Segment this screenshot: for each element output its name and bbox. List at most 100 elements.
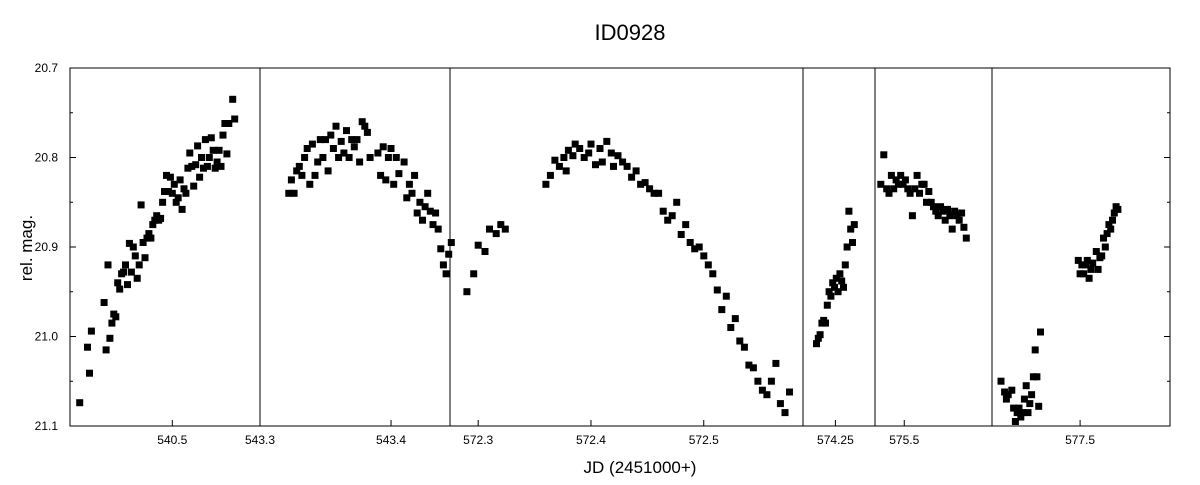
- data-point: [293, 167, 301, 175]
- data-point: [182, 189, 190, 197]
- data-point: [847, 225, 855, 233]
- data-point: [116, 285, 124, 293]
- data-point: [816, 331, 824, 339]
- data-point: [887, 171, 895, 179]
- data-point: [161, 188, 168, 195]
- x-tick-label: 572.4: [576, 433, 606, 447]
- data-point: [619, 158, 627, 166]
- data-point: [492, 230, 500, 238]
- data-point: [353, 136, 361, 144]
- data-point: [1024, 409, 1032, 417]
- data-point: [955, 216, 963, 224]
- data-point: [1037, 328, 1044, 336]
- data-point: [231, 115, 239, 123]
- panel-points: [285, 118, 455, 278]
- data-point: [205, 154, 213, 161]
- data-point: [668, 212, 676, 220]
- data-point: [416, 198, 424, 206]
- data-point: [337, 137, 345, 145]
- data-point: [845, 207, 853, 215]
- data-point: [843, 243, 851, 251]
- data-point: [776, 400, 784, 408]
- data-point: [564, 146, 572, 154]
- data-point: [682, 221, 690, 229]
- data-point: [664, 216, 672, 224]
- data-point: [704, 261, 712, 269]
- data-point: [754, 377, 762, 385]
- data-point: [437, 245, 445, 253]
- data-point: [1033, 373, 1041, 381]
- data-point: [213, 158, 221, 166]
- data-point: [170, 180, 178, 188]
- data-point: [1022, 382, 1030, 390]
- data-point: [832, 274, 840, 282]
- panel-3: 572.3 572.4 572.5: [449, 67, 804, 447]
- data-point: [405, 180, 413, 188]
- data-point: [345, 154, 353, 161]
- data-point: [749, 364, 757, 372]
- panel-frame: [991, 67, 1171, 427]
- x-tick-label: 572.3: [463, 433, 493, 447]
- data-point: [585, 149, 593, 157]
- data-point: [290, 189, 298, 197]
- data-point: [904, 185, 912, 193]
- data-point: [215, 146, 223, 154]
- data-point: [104, 261, 112, 269]
- data-point: [925, 188, 933, 195]
- data-point: [1105, 221, 1113, 229]
- data-point: [932, 207, 940, 215]
- x-tick-label: 575.5: [889, 433, 919, 447]
- data-point: [329, 145, 337, 152]
- data-point: [542, 180, 550, 188]
- data-point: [1098, 252, 1106, 260]
- data-point: [772, 359, 780, 367]
- x-tick-label: 543.3: [245, 433, 275, 447]
- data-point: [314, 158, 322, 166]
- data-point: [569, 152, 577, 160]
- panel-points: [813, 207, 858, 348]
- panel-points: [76, 95, 239, 407]
- data-point: [655, 189, 663, 197]
- data-point: [814, 334, 822, 342]
- data-point: [908, 212, 916, 220]
- x-tick-label: 574.25: [817, 433, 854, 447]
- data-point: [186, 149, 194, 157]
- y-axis-title: rel. mag.: [17, 215, 36, 281]
- data-point: [308, 140, 316, 148]
- panel-frame: [802, 67, 876, 427]
- data-point: [463, 288, 471, 296]
- data-point: [120, 268, 128, 276]
- data-point: [850, 221, 858, 229]
- data-point: [203, 162, 211, 170]
- data-point: [1109, 216, 1116, 224]
- data-point: [211, 164, 219, 172]
- data-point: [131, 252, 139, 260]
- data-point: [916, 189, 923, 197]
- data-point: [813, 340, 820, 348]
- data-point: [225, 120, 233, 127]
- data-point: [948, 225, 956, 233]
- data-point: [137, 201, 145, 209]
- panel-frame: [874, 67, 993, 427]
- data-point: [1094, 265, 1102, 273]
- data-point: [497, 221, 505, 229]
- data-point: [149, 221, 157, 229]
- data-point: [229, 95, 237, 103]
- data-point: [877, 180, 885, 188]
- data-point: [207, 134, 215, 142]
- data-point: [562, 167, 570, 175]
- data-point: [885, 189, 893, 197]
- data-point: [474, 241, 482, 249]
- data-point: [1013, 409, 1021, 417]
- x-tick-label: 543.4: [376, 433, 406, 447]
- data-point: [632, 167, 640, 175]
- data-point: [164, 188, 172, 195]
- data-point: [343, 127, 350, 135]
- data-point: [196, 173, 204, 181]
- data-point: [825, 288, 833, 296]
- data-point: [319, 154, 327, 161]
- data-point: [327, 131, 335, 139]
- data-point: [419, 216, 426, 224]
- data-point: [580, 154, 588, 161]
- data-point: [311, 171, 319, 179]
